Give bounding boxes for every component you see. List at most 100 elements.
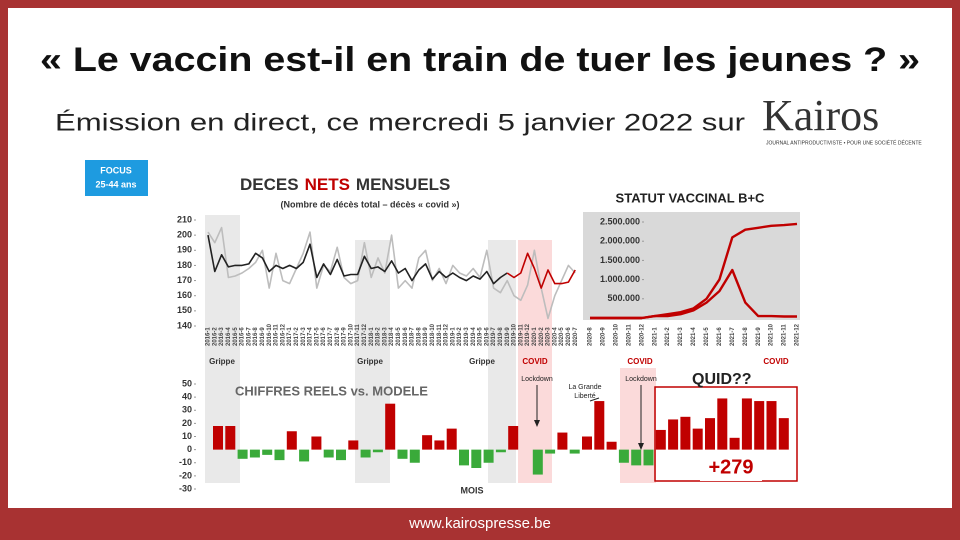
bar (348, 440, 359, 450)
y-tick-label: 40 (182, 392, 192, 402)
x-tick-label: 2020-5 (559, 327, 565, 346)
x-tick-label: 2017-6 (321, 327, 327, 346)
x-tick-label: 2021-1 (652, 327, 658, 346)
total-label: +279 (708, 456, 753, 478)
y-tick-label: 500.000 (607, 293, 640, 303)
bar (422, 435, 433, 450)
x-tick-label: 2017-8 (335, 327, 341, 346)
logo-tagline: JOURNAL ANTIPRODUCTIVISTE • POUR UNE SOC… (766, 139, 922, 146)
bar (655, 429, 666, 450)
x-tick-label: 2018-4 (389, 327, 395, 346)
x-tick-label: 2020-3 (546, 327, 552, 346)
x-tick-label: 2018-12 (444, 323, 450, 346)
x-tick-label: 2021-10 (769, 323, 775, 346)
x-tick-label: 2016-4 (226, 327, 232, 346)
x-tick-label: 2019-10 (512, 323, 518, 346)
x-tick-label: 2017-5 (314, 327, 320, 346)
y-tick-label: 180 (177, 260, 192, 270)
y-tick-label: 2.500.000 (600, 216, 640, 226)
x-tick-label: 2021-5 (704, 327, 710, 346)
bar (766, 401, 777, 450)
x-tick-label: 2017-7 (328, 327, 334, 346)
x-tick-label: 2021-11 (782, 324, 788, 346)
y-tick-label: 1.000.000 (600, 274, 640, 284)
footer: www.kairospresse.be (408, 515, 551, 532)
x-tick-label: 2019-7 (491, 327, 497, 346)
x-tick-label: 2016-1 (206, 327, 212, 346)
x-tick-label: 2018-6 (403, 327, 409, 346)
lockdown-label: Lockdown (625, 376, 657, 383)
bar (323, 449, 334, 458)
y-tick-label: 210 (177, 214, 192, 224)
bar (262, 449, 273, 455)
title-part: NETS (305, 175, 350, 194)
x-tick-label: 2018-8 (416, 327, 422, 346)
covid-label: COVID (522, 357, 548, 366)
bar (311, 436, 322, 450)
x-tick-label: 2020-8 (588, 327, 594, 346)
x-tick-label: 2021-12 (795, 323, 801, 346)
bar (237, 449, 248, 459)
x-tick-label: 2018-1 (369, 327, 375, 346)
series-line (506, 252, 576, 289)
bar (569, 449, 580, 454)
x-tick-label: 2016-9 (260, 327, 266, 346)
x-tick-label: 2016-10 (267, 323, 273, 346)
lockdown-label: Lockdown (521, 376, 553, 383)
bar (299, 449, 310, 462)
bar (471, 449, 482, 468)
x-tick-label: 2020-11 (626, 324, 632, 346)
x-tick-label: 2017-9 (342, 327, 348, 346)
x-tick-label: 2016-6 (240, 327, 246, 346)
y-tick-label: 50 (182, 378, 192, 388)
grippe-label: Grippe (469, 357, 495, 366)
x-tick-label: 2020-4 (552, 327, 558, 346)
arrow (589, 397, 600, 402)
bar (446, 428, 457, 450)
bar (336, 449, 346, 461)
bar (459, 449, 469, 466)
x-tick-label: 2017-3 (301, 327, 307, 346)
x-tick-label: 2018-7 (410, 327, 416, 346)
y-tick-label: 2.000.000 (600, 236, 640, 246)
x-tick-label: 2019-1 (450, 327, 456, 346)
x-tick-label: 2019-2 (457, 327, 463, 346)
x-tick-label: 2018-2 (376, 327, 382, 346)
bar (582, 436, 592, 450)
series-line (207, 234, 508, 285)
annotation: Liberté (574, 393, 596, 400)
y-tick-label: 190 (177, 245, 192, 255)
x-tick-label: 2016-3 (219, 327, 225, 346)
x-tick-label: 2019-6 (484, 327, 490, 346)
x-tick-label: 2019-3 (464, 327, 470, 346)
bar (594, 401, 605, 450)
bar (631, 449, 642, 466)
x-tick-label: 2019-4 (471, 327, 477, 346)
x-tick-label: 2019-5 (478, 327, 484, 346)
bar (372, 449, 383, 453)
x-tick-label: 2016-12 (280, 323, 286, 346)
line-subtitle: (Nombre de décès total – décès « covid »… (280, 199, 459, 209)
inset-title: STATUT VACCINAL B+C (616, 190, 766, 205)
bar (717, 398, 728, 450)
bar (532, 449, 543, 475)
arrowhead (638, 443, 644, 450)
y-tick-label: 140 (177, 320, 192, 330)
x-tick-label: 2019-9 (505, 327, 511, 346)
y-tick-label: 0 (187, 444, 192, 454)
bar (557, 432, 568, 450)
annotation: La Grande (568, 384, 601, 391)
bar-title: CHIFFRES REELS vs. MODELE (235, 383, 428, 398)
bar (618, 449, 629, 463)
bar (754, 401, 765, 450)
x-tick-label: 2020-10 (613, 323, 619, 346)
covid-band (518, 240, 552, 483)
bar (705, 418, 715, 450)
bar (680, 416, 691, 450)
page-subtitle: Émission en direct, ce mercredi 5 janvie… (55, 109, 745, 136)
covid-label: COVID (627, 357, 653, 366)
x-tick-label: 2018-10 (430, 323, 436, 346)
x-tick-label: 2017-10 (348, 323, 354, 346)
y-tick-label: 30 (182, 405, 192, 415)
